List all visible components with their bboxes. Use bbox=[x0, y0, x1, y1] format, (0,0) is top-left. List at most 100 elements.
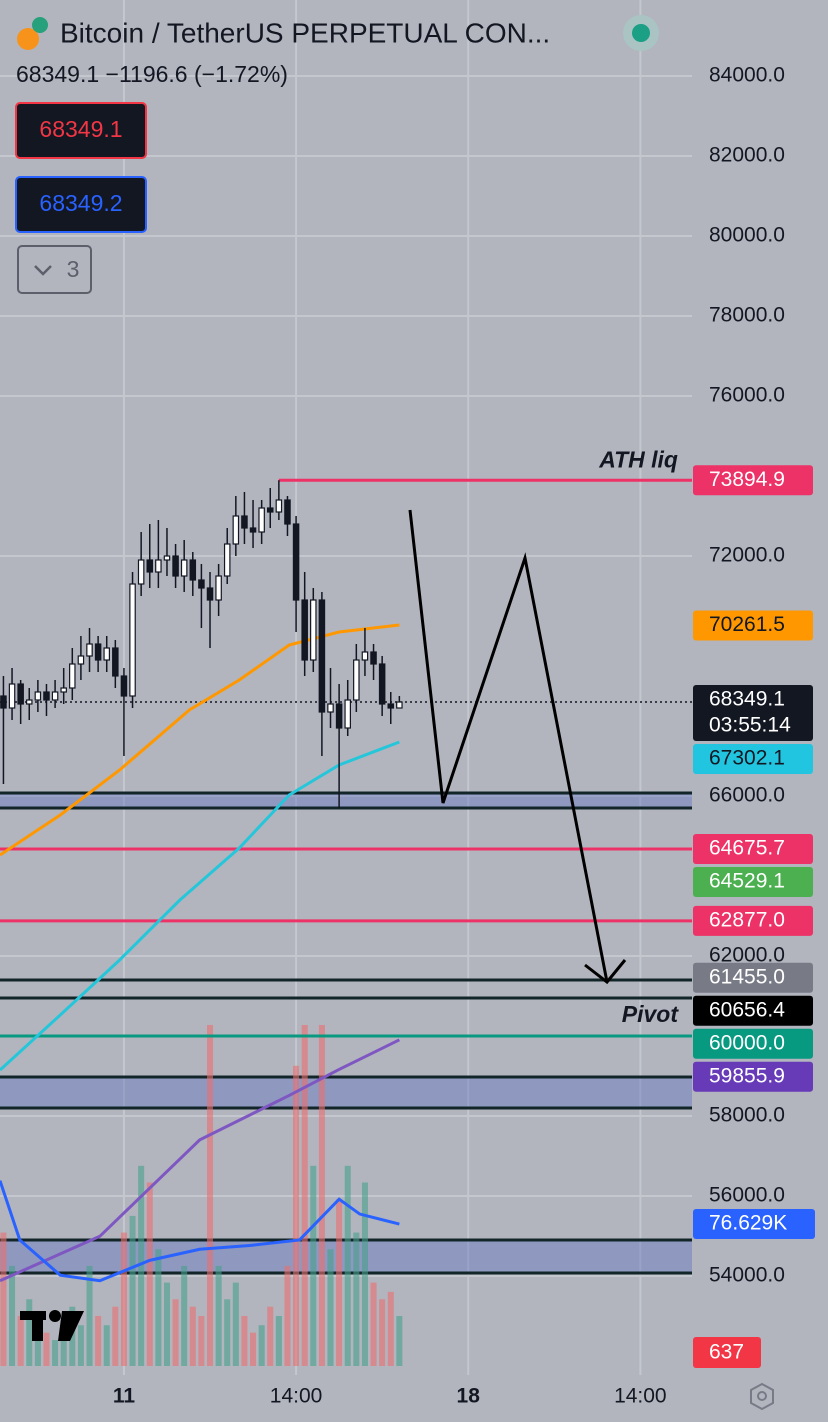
candle-body bbox=[232, 515, 240, 545]
y-tick-label: 66000.0 bbox=[709, 784, 785, 807]
quote: 68349.1 −1196.6 (−1.72%) bbox=[16, 61, 288, 87]
candle-body bbox=[120, 675, 128, 697]
volume-bar bbox=[163, 1282, 170, 1366]
drawn-arrow bbox=[408, 509, 609, 983]
price-label-box bbox=[693, 610, 813, 641]
price-label: 64529.1 bbox=[709, 870, 785, 893]
candle-body bbox=[241, 515, 248, 529]
buy-price[interactable]: 68349.2 bbox=[39, 190, 122, 216]
last-bar-label-box bbox=[693, 1337, 761, 1368]
candle-body bbox=[60, 687, 67, 693]
volume-bar bbox=[138, 1165, 145, 1366]
y-tick-label: 58000.0 bbox=[709, 1104, 785, 1127]
candle-body bbox=[266, 507, 274, 513]
x-tick-label: 14:00 bbox=[270, 1385, 323, 1408]
candle-body bbox=[353, 659, 360, 701]
x-tick-label: 11 bbox=[113, 1385, 136, 1408]
candle-body bbox=[292, 523, 300, 601]
price-label: 62877.0 bbox=[709, 908, 785, 931]
tradingview-logo bbox=[20, 1310, 84, 1341]
price-label-box bbox=[693, 1028, 813, 1059]
candle-body bbox=[378, 663, 386, 705]
volume-bar bbox=[310, 1165, 317, 1366]
x-tick-label: 18 bbox=[457, 1385, 481, 1408]
volume-bar bbox=[103, 1325, 110, 1366]
volume-bar bbox=[77, 1325, 84, 1366]
sell-button[interactable] bbox=[15, 102, 147, 159]
y-tick-label: 72000.0 bbox=[709, 544, 785, 567]
price-label: 59855.9 bbox=[709, 1064, 785, 1087]
candle-body bbox=[51, 691, 59, 701]
volume-bar bbox=[43, 1332, 50, 1366]
collapse-button[interactable] bbox=[17, 245, 92, 294]
price-label: 70261.5 bbox=[709, 613, 785, 636]
price-label-box bbox=[693, 995, 813, 1026]
candle-body bbox=[275, 499, 283, 513]
price-label-box bbox=[693, 833, 813, 864]
y-tick-label: 62000.0 bbox=[709, 944, 785, 967]
candle-body bbox=[284, 499, 291, 525]
status-dot bbox=[632, 24, 650, 42]
volume-bar bbox=[301, 1025, 308, 1366]
volume-bar bbox=[379, 1299, 386, 1366]
volume-bar bbox=[95, 1315, 102, 1366]
candle-body bbox=[129, 583, 136, 697]
arrow-head bbox=[584, 959, 627, 985]
countdown: 03:55:14 bbox=[709, 714, 791, 737]
settings-icon[interactable] bbox=[750, 1382, 774, 1411]
candle-body bbox=[344, 699, 351, 729]
volume-bar bbox=[52, 1340, 59, 1366]
y-tick-label: 78000.0 bbox=[709, 304, 785, 327]
tether-icon bbox=[32, 17, 48, 33]
level-note: ATH liq bbox=[598, 446, 678, 472]
chevron bbox=[34, 265, 52, 276]
candle-body bbox=[86, 643, 93, 657]
volume-bar bbox=[370, 1282, 377, 1366]
volume-bar bbox=[241, 1315, 248, 1366]
candle-body bbox=[318, 599, 326, 713]
volume-bar bbox=[267, 1306, 274, 1366]
volume-bar bbox=[172, 1299, 179, 1366]
volume-bar bbox=[129, 1215, 136, 1366]
price-label-box bbox=[693, 962, 813, 993]
volume-bar bbox=[232, 1282, 239, 1366]
last-bar-label: 637 bbox=[709, 1341, 744, 1364]
candle-body bbox=[146, 559, 154, 573]
candle-body bbox=[25, 699, 33, 705]
price-label: 60000.0 bbox=[709, 1031, 785, 1054]
volume-label-box bbox=[693, 1208, 815, 1239]
buy-button[interactable] bbox=[15, 176, 147, 233]
candle-body bbox=[17, 683, 24, 705]
price-label-box bbox=[693, 866, 813, 897]
candle-body bbox=[396, 701, 403, 709]
volume-bar bbox=[387, 1291, 394, 1366]
volume-bar bbox=[181, 1265, 188, 1366]
candle-body bbox=[43, 691, 50, 701]
level-note: Pivot bbox=[622, 1001, 680, 1027]
price-label-box bbox=[693, 465, 813, 496]
volume-bar bbox=[206, 1025, 214, 1366]
sell-price[interactable]: 68349.1 bbox=[39, 116, 122, 142]
volume-bar bbox=[215, 1265, 222, 1366]
volume-bar bbox=[318, 1025, 325, 1366]
price-label: 68349.1 bbox=[709, 688, 785, 711]
volume-bar bbox=[120, 1232, 127, 1366]
candle-body bbox=[34, 691, 42, 701]
y-tick-label: 54000.0 bbox=[709, 1264, 785, 1287]
volume-bar bbox=[9, 1265, 16, 1366]
price-label: 64675.7 bbox=[709, 837, 785, 860]
candle-body bbox=[103, 647, 110, 661]
zone bbox=[0, 793, 692, 808]
candle-body bbox=[223, 543, 231, 577]
settings-icon-core bbox=[757, 1391, 767, 1401]
candle-body bbox=[94, 643, 102, 661]
volume-bar bbox=[34, 1325, 41, 1366]
volume-bar bbox=[26, 1299, 33, 1366]
volume-bar bbox=[0, 1232, 7, 1366]
collapsed-count: 3 bbox=[67, 256, 80, 282]
candle-body bbox=[327, 703, 334, 713]
indicator-line bbox=[0, 1180, 400, 1283]
candle-body bbox=[8, 683, 16, 709]
